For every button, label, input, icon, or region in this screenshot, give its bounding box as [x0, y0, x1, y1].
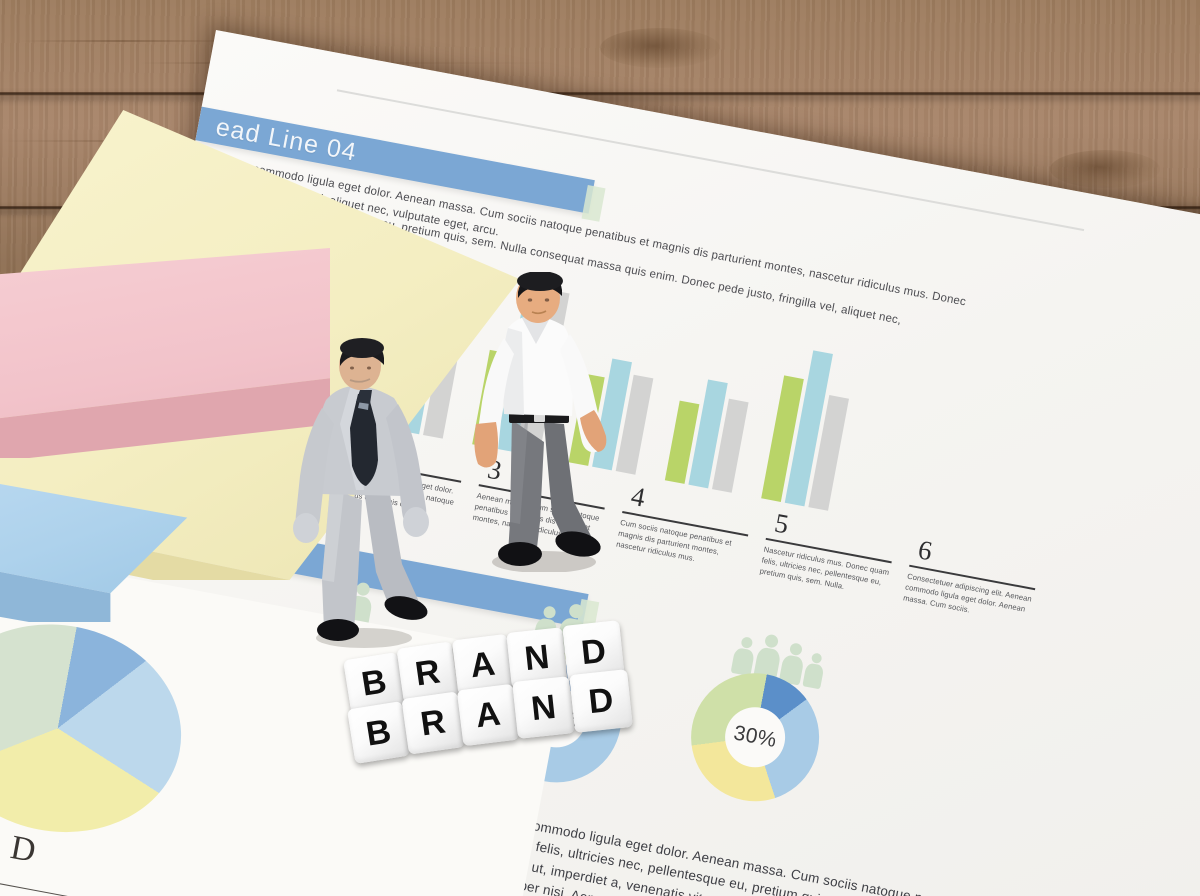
- sticky-pad-blue: [0, 442, 200, 622]
- cube-letter: N: [522, 637, 552, 679]
- pie-caption-line-1: Cum sociis natoque: [0, 879, 217, 896]
- cube-letter: A: [473, 694, 503, 736]
- pie-chart-letter: D: [7, 829, 39, 870]
- bar-caption-6: 6 Consectetuer adipiscing elit. Aenean c…: [902, 533, 1041, 627]
- figurine-grey-suit: [278, 338, 448, 650]
- cube-letter: R: [412, 651, 443, 694]
- wood-knot: [1050, 150, 1160, 188]
- brand-cube-B-bottom: B: [347, 701, 410, 764]
- cube-letter: B: [358, 662, 390, 704]
- bar-caption-4: 4 Cum sociis natoque penatibus et magnis…: [615, 480, 754, 574]
- person-icon: [730, 635, 758, 677]
- cube-letter: N: [529, 687, 558, 728]
- wood-grain: [20, 40, 320, 42]
- cube-letter: D: [586, 680, 616, 722]
- brand-cube-A-bottom: A: [456, 683, 520, 747]
- cube-letter: R: [418, 702, 448, 744]
- brand-cube-N-bottom: N: [512, 676, 575, 739]
- brand-cube-D-bottom: D: [569, 669, 633, 733]
- bar-group-6: [761, 346, 856, 511]
- brand-cube-R-bottom: R: [401, 691, 465, 755]
- figurine-white-shirt-svg: [474, 271, 607, 573]
- sticky-pad-pink: [0, 248, 330, 458]
- figurine-grey-suit-svg: [293, 338, 429, 648]
- cube-letter: B: [363, 711, 394, 754]
- figurine-white-shirt: [452, 271, 627, 573]
- donut-center-label: 30%: [720, 702, 791, 773]
- cube-letter: A: [467, 644, 498, 685]
- bar-group-5: [664, 375, 752, 493]
- bar-caption-5: 5 Nascetur ridiculus mus. Donec quam fel…: [759, 506, 898, 600]
- pie-chart-D: [0, 604, 199, 853]
- cube-letter: D: [579, 631, 608, 672]
- wood-knot: [600, 28, 720, 68]
- wood-plank-seam: [0, 92, 1200, 96]
- pie-caption-rule: [0, 867, 162, 896]
- person-icon: [802, 652, 826, 690]
